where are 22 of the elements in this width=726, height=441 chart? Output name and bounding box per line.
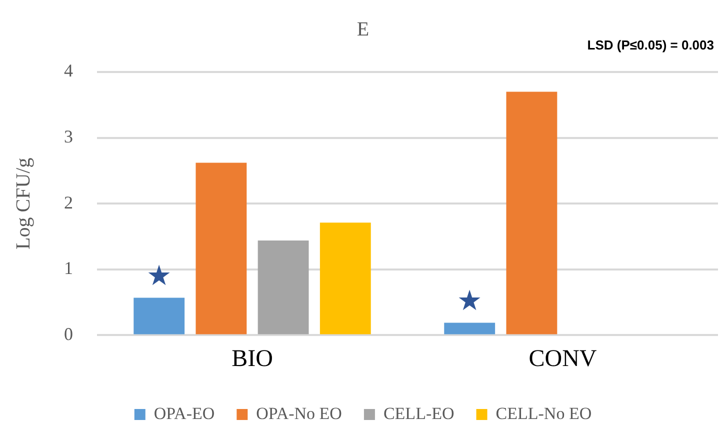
legend-label: CELL-No EO xyxy=(496,404,592,423)
x-tick-label: CONV xyxy=(528,346,598,372)
y-tick-label: 1 xyxy=(64,258,73,278)
y-tick-label: 4 xyxy=(64,60,73,81)
annotation: ★ xyxy=(146,258,172,292)
y-axis-title: Log CFU/g xyxy=(12,158,34,250)
y-tick-label: 0 xyxy=(64,324,73,344)
bar xyxy=(506,92,558,334)
bar xyxy=(320,222,371,334)
annotation: ★ xyxy=(457,284,482,317)
chart-title: E xyxy=(356,18,370,40)
bar xyxy=(258,240,309,334)
legend-label: OPA-No EO xyxy=(256,404,342,423)
y-tick-label: 2 xyxy=(64,192,73,212)
y-tick-label: 3 xyxy=(64,126,73,147)
legend-label: CELL-EO xyxy=(383,404,454,423)
bar xyxy=(444,322,496,334)
text: LSD (P≤0.05) = 0.003 xyxy=(587,38,714,53)
bar xyxy=(134,298,185,334)
legend-label: OPA-EO xyxy=(154,404,215,423)
bar xyxy=(196,162,247,334)
x-tick-label: BIO xyxy=(232,346,273,372)
